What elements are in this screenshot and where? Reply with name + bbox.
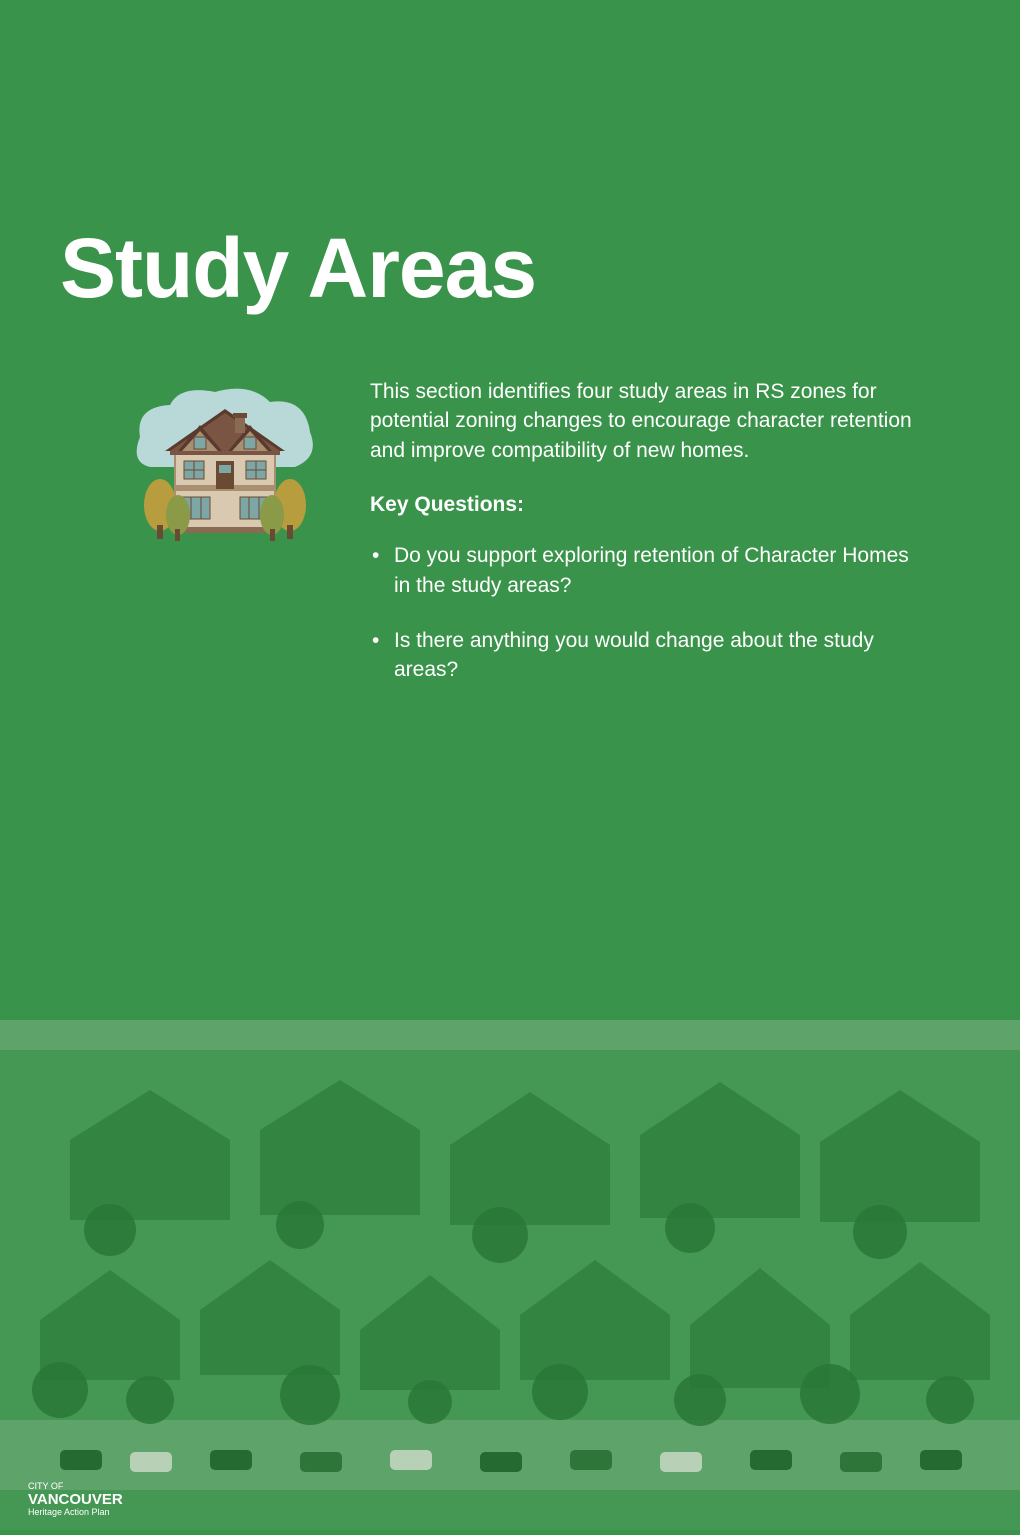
text-column: This section identifies four study areas… — [370, 377, 960, 711]
city-logo: CITY OF VANCOUVER Heritage Action Plan — [28, 1482, 123, 1518]
question-item: Do you support exploring retention of Ch… — [370, 541, 920, 600]
questions-list: Do you support exploring retention of Ch… — [370, 541, 920, 685]
logo-main: VANCOUVER — [28, 1491, 123, 1508]
logo-sub: Heritage Action Plan — [28, 1508, 123, 1518]
key-questions-heading: Key Questions: — [370, 493, 920, 517]
footer-aerial-photo — [0, 1020, 1020, 1530]
question-item: Is there anything you would change about… — [370, 626, 920, 685]
house-illustration — [60, 377, 330, 711]
content-row: This section identifies four study areas… — [60, 377, 960, 711]
page-title: Study Areas — [60, 220, 960, 317]
house-icon — [120, 377, 330, 567]
intro-paragraph: This section identifies four study areas… — [370, 377, 920, 465]
